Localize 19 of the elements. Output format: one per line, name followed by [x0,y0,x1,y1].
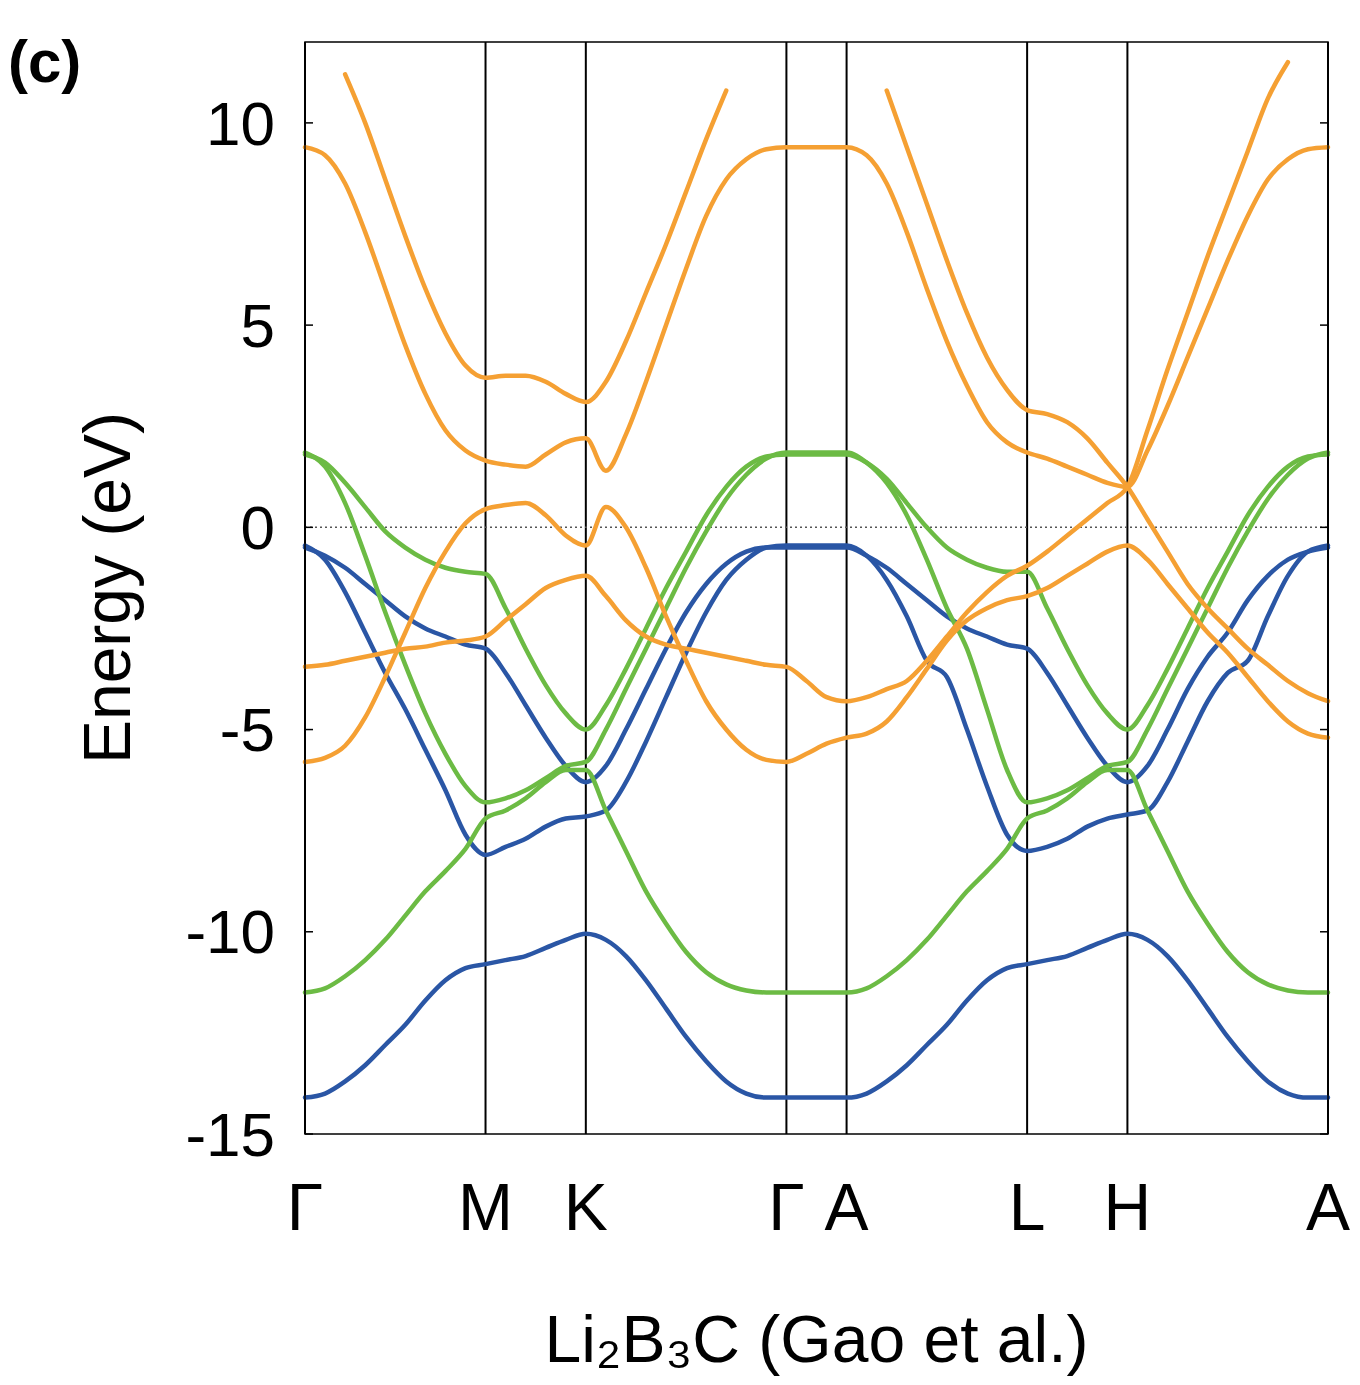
x-tick-label: A [1305,1170,1351,1244]
y-tick-label: -15 [185,1099,275,1169]
x-tick-label: M [458,1170,514,1244]
x-tick-label: Γ [286,1170,324,1244]
y-tick-label: 10 [206,88,275,158]
y-axis-title: Energy (eV) [70,411,144,765]
y-tick-label: -10 [185,897,275,967]
y-tick-label: -5 [219,695,275,765]
line-series [342,72,729,405]
x-axis-title: Li₂B₃C (Gao et al.) [544,1302,1089,1376]
x-tick-label: H [1103,1170,1152,1244]
y-tick-label: 0 [240,493,275,563]
x-tick-label: K [563,1170,608,1244]
x-tick-label: Γ [768,1170,805,1244]
line-series [302,931,1331,1100]
text: (c) [8,28,82,95]
y-tick-label: 5 [240,290,275,360]
x-tick-label: L [1008,1170,1046,1244]
x-tick-label: A [824,1170,869,1244]
